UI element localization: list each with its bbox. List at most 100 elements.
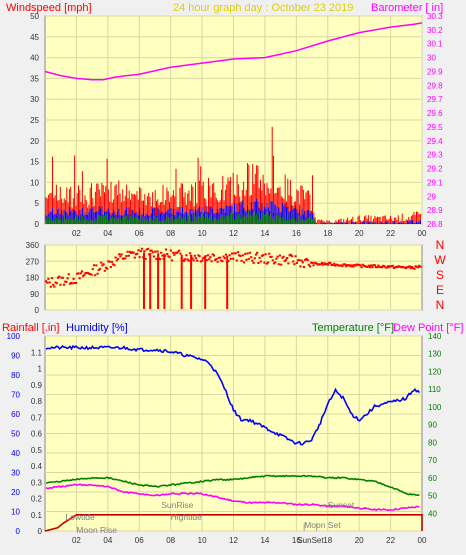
x-tick-label: 06 [135, 536, 144, 545]
rainfall-tick-label: 1 [38, 365, 43, 374]
x-tick-label: 20 [355, 229, 364, 238]
direction-tick-label: 270 [26, 257, 40, 266]
annotation-label: Sunset [328, 500, 355, 510]
windspeed-tick-label: 45 [30, 33, 39, 42]
barometer-tick-label: 29.2 [427, 165, 443, 174]
windspeed-tick-label: 20 [30, 137, 39, 146]
windspeed-tick-label: 50 [30, 12, 39, 21]
temperature-ticks: 40 50 60 70 80 90 100 110 120 130 140 [428, 332, 442, 518]
temperature-tick-label: 40 [428, 509, 437, 518]
direction-grid [45, 244, 422, 311]
rainfall-tick-label: 0.9 [31, 381, 43, 390]
windspeed-axis-title: Windspeed [mph] [6, 2, 92, 14]
direction-tick-label: 360 [26, 241, 40, 250]
windspeed-ticks: 0 5 10 15 20 25 30 35 40 45 50 [30, 12, 39, 229]
humidity-tick-label: 50 [11, 430, 20, 439]
x-tick-label: 10 [198, 229, 207, 238]
x-tick-label: 16 [292, 536, 301, 545]
x-tick-label: 02 [72, 229, 81, 238]
x-tick-label: 04 [103, 229, 112, 238]
windspeed-tick-label: 15 [30, 158, 39, 167]
temperature-line [45, 474, 420, 497]
dewpoint-axis-title: Dew Point [°F] [393, 322, 463, 334]
windspeed-tick-label: 10 [30, 178, 39, 187]
rainfall-tick-label: 0.1 [31, 511, 43, 520]
wind-x-ticks: 02 04 06 08 10 12 14 16 18 20 22 00 [72, 229, 427, 238]
rainfall-tick-label: 0.2 [31, 495, 43, 504]
direction-degree-ticks: 0 90 180 270 360 [26, 241, 40, 315]
barometer-tick-label: 29.8 [427, 81, 443, 90]
x-tick-label: 14 [260, 229, 269, 238]
windspeed-tick-label: 0 [35, 220, 40, 229]
rainfall-tick-label: 0.3 [31, 478, 43, 487]
annotation-label: Moon Set [304, 520, 341, 530]
rainfall-tick-label: 0 [38, 527, 43, 536]
temperature-tick-label: 70 [428, 456, 437, 465]
humidity-tick-label: 30 [11, 469, 20, 478]
graph-title: 24 hour graph day : October 23 2019 [173, 2, 353, 14]
temperature-tick-label: 80 [428, 438, 437, 447]
x-tick-label: 16 [292, 229, 301, 238]
barometer-tick-label: 29.3 [427, 151, 443, 160]
barometer-axis-title: Barometer [ in] [371, 2, 443, 14]
humidity-tick-label: 20 [11, 488, 20, 497]
temperature-tick-label: 60 [428, 474, 437, 483]
direction-tick-label: 90 [30, 290, 39, 299]
x-tick-label: 12 [229, 229, 238, 238]
humidity-line [45, 344, 421, 446]
direction-dips [143, 252, 229, 309]
direction-series [44, 247, 422, 309]
rainfall-axis-title: Rainfall [.in] [2, 322, 59, 334]
rainfall-tick-label: 0.5 [31, 446, 43, 455]
humidity-tick-label: 90 [11, 352, 20, 361]
barometer-tick-label: 30.3 [427, 12, 443, 21]
direction-points [44, 247, 422, 288]
rainfall-tick-label: 0.4 [31, 462, 43, 471]
barometer-tick-label: 29.1 [427, 178, 443, 187]
humidity-axis-title: Humidity [%] [66, 322, 128, 334]
barometer-series [44, 22, 423, 81]
compass-label: N [436, 238, 445, 252]
barometer-tick-label: 29.7 [427, 95, 443, 104]
humidity-tick-label: 60 [11, 410, 20, 419]
rainfall-tick-label: 0.6 [31, 430, 43, 439]
event-annotations: Lowtide Moon Rise SunRise Hightide Moon Set S… [65, 500, 354, 535]
x-tick-label: 06 [135, 229, 144, 238]
barometer-tick-label: 29.6 [427, 109, 443, 118]
windspeed-series [45, 126, 421, 224]
x-tick-label: 08 [166, 536, 175, 545]
dewpoint-line [45, 483, 420, 512]
barometer-tick-label: 28.8 [427, 220, 443, 229]
temperature-tick-label: 120 [428, 367, 442, 376]
windspeed-tick-label: 25 [30, 116, 39, 125]
temperature-tick-label: 90 [428, 421, 437, 430]
temperature-tick-label: 140 [428, 332, 442, 341]
windspeed-tick-label: 40 [30, 54, 39, 63]
humidity-tick-label: 70 [11, 391, 20, 400]
temperature-axis-title: Temperature [°F] [312, 322, 394, 334]
temperature-grid [45, 335, 422, 532]
humidity-tick-label: 80 [11, 371, 20, 380]
temperature-tick-label: 110 [428, 385, 441, 394]
barometer-tick-label: 29.9 [427, 67, 443, 76]
windspeed-tick-label: 35 [30, 74, 39, 83]
barometer-tick-label: 29.5 [427, 123, 443, 132]
rainfall-tick-label: 0.7 [31, 413, 43, 422]
x-tick-label: SunSet [297, 536, 324, 545]
x-tick-label: 00 [418, 536, 427, 545]
x-tick-label: 22 [386, 229, 395, 238]
windspeed-tick-label: 5 [35, 199, 40, 208]
rainfall-ticks: 0 0.1 0.2 0.3 0.4 0.5 0.6 0.7 0.8 0.9 1 1.1 [31, 348, 43, 536]
barometer-tick-label: 30.1 [427, 40, 443, 49]
annotation-label: Lowtide [65, 512, 95, 522]
humidity-ticks: 0 10 20 30 40 50 60 70 80 90 100 [7, 332, 21, 536]
temperature-tick-label: 100 [428, 403, 442, 412]
temperature-series [44, 344, 423, 532]
humidity-tick-label: 40 [11, 449, 20, 458]
annotation-label: SunRise [161, 500, 193, 510]
compass-label: E [436, 283, 444, 297]
x-tick-label: 12 [229, 536, 238, 545]
